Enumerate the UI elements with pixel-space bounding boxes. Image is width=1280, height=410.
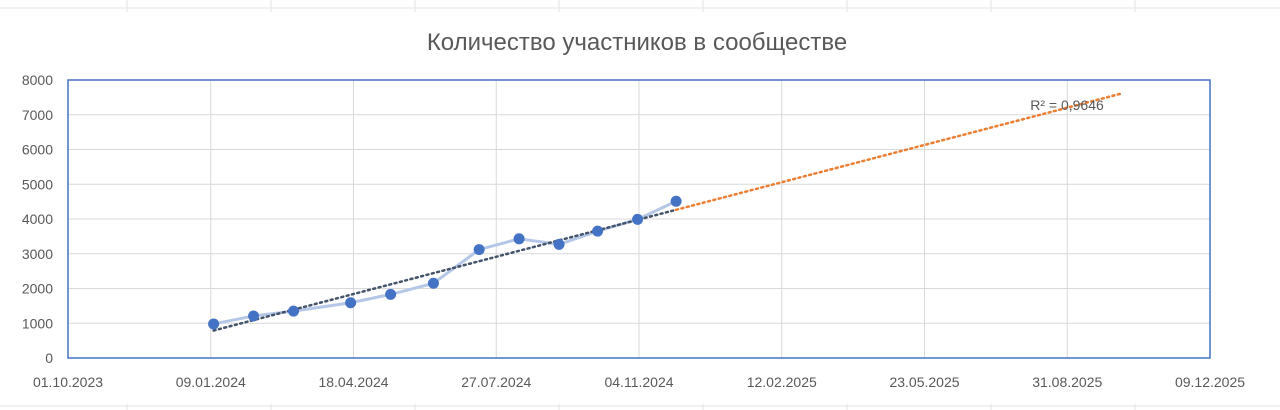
x-tick-label: 23.05.2025 [889, 374, 959, 390]
trendline-forecast[interactable] [674, 92, 1122, 212]
x-tick-label: 18.04.2024 [318, 374, 388, 390]
plot-area-border[interactable] [67, 79, 1211, 359]
x-tick-label: 12.02.2025 [747, 374, 817, 390]
y-axis-tick-labels: 0 1000 2000 3000 4000 5000 6000 7000 8000 [22, 72, 53, 366]
data-point-marker[interactable] [632, 213, 644, 225]
y-tick-label: 6000 [22, 142, 53, 158]
chart-area[interactable] [6, 12, 1274, 404]
y-tick-label: 1000 [22, 315, 53, 331]
y-tick-label: 4000 [22, 211, 53, 227]
y-tick-label: 8000 [22, 72, 53, 88]
y-tick-label: 3000 [22, 246, 53, 262]
data-point-marker[interactable] [513, 233, 525, 245]
x-tick-label: 01.10.2023 [33, 374, 103, 390]
x-tick-label: 09.12.2025 [1175, 374, 1245, 390]
data-point-marker[interactable] [385, 288, 397, 300]
data-point-marker[interactable] [248, 310, 260, 322]
x-tick-label: 09.01.2024 [176, 374, 246, 390]
chart-title: Количество участников в сообществе [427, 29, 847, 56]
x-axis-tick-labels: 01.10.2023 09.01.2024 18.04.2024 27.07.2024… [33, 374, 1245, 390]
data-point-marker[interactable] [208, 318, 220, 330]
series-markers [208, 195, 682, 330]
y-tick-label: 2000 [22, 281, 53, 297]
r-squared-label: R² = 0,9646 [1030, 97, 1104, 113]
data-point-marker[interactable] [427, 277, 439, 289]
data-point-marker[interactable] [345, 297, 357, 309]
data-point-marker[interactable] [670, 195, 682, 207]
x-tick-label: 04.11.2024 [604, 374, 673, 390]
x-tick-label: 27.07.2024 [461, 374, 531, 390]
data-point-marker[interactable] [592, 225, 604, 237]
y-tick-label: 0 [45, 350, 53, 366]
y-tick-label: 7000 [22, 107, 53, 123]
data-point-marker[interactable] [473, 244, 485, 256]
data-point-marker[interactable] [553, 238, 565, 250]
data-point-marker[interactable] [288, 305, 300, 317]
x-tick-label: 31.08.2025 [1032, 374, 1102, 390]
y-tick-label: 5000 [22, 176, 53, 192]
